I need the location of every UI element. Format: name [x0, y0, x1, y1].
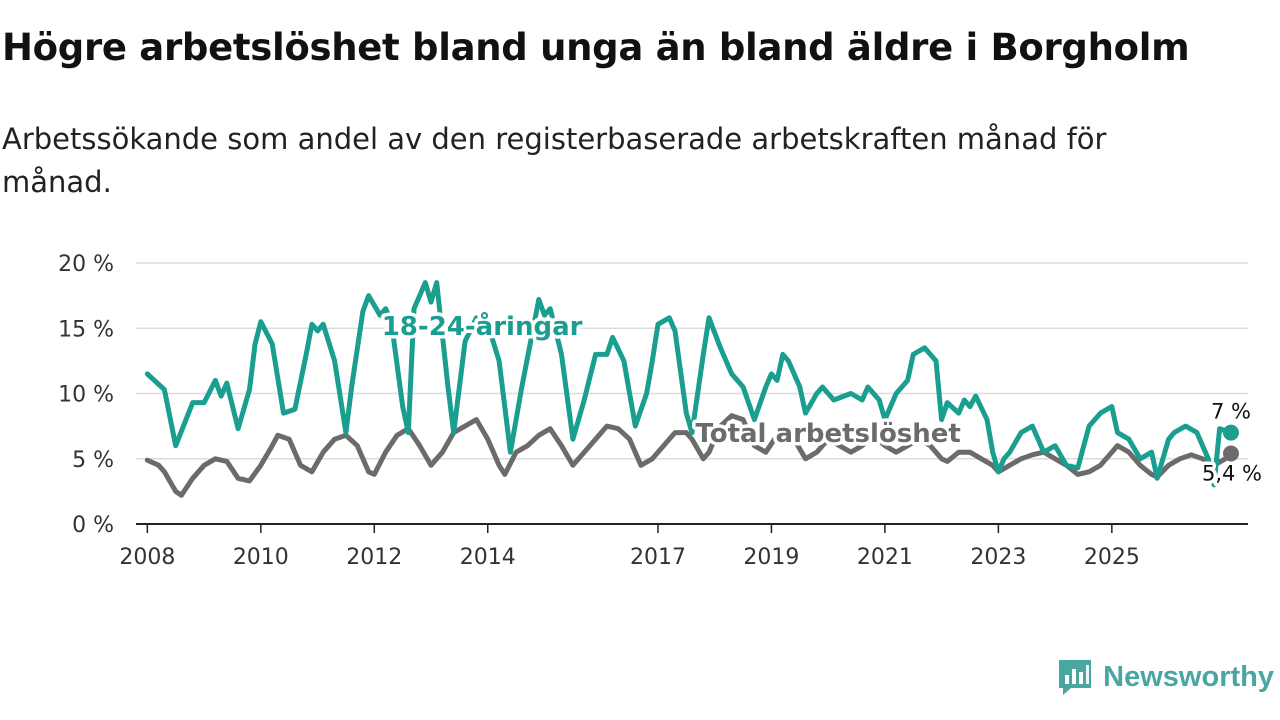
x-tick-label: 2019	[743, 545, 799, 570]
newsworthy-logo-icon	[1059, 660, 1092, 695]
x-tick-label: 2023	[970, 545, 1026, 570]
series-line-total	[144, 413, 1234, 498]
newsworthy-brand[interactable]: Newsworthy	[1057, 658, 1274, 696]
chart-subtitle: Arbetssökande som andel av den registerb…	[2, 122, 1107, 199]
y-tick-label: 15 %	[58, 317, 114, 342]
series-label-youth-halo: 18-24-åringar	[382, 310, 583, 342]
y-tick-label: 10 %	[58, 383, 114, 408]
series-label-total: Total arbetslöshet	[695, 419, 960, 449]
y-tick-label: 20 %	[58, 252, 114, 277]
chart-title: Högre arbetslöshet bland unga än bland ä…	[2, 26, 1190, 69]
x-axis: 2008 2010 2012 2014 2017 2019 2021 2023 2025	[119, 523, 1248, 570]
x-tick-label: 2025	[1084, 545, 1140, 570]
x-tick-label: 2014	[460, 545, 516, 570]
annotations: 7 %7 %5,4 %5,4 %18-24-åringar18-24-åring…	[378, 306, 1265, 489]
x-tick-label: 2010	[233, 545, 289, 570]
x-tick-label: 2008	[119, 545, 175, 570]
series-line-youth	[144, 280, 1234, 488]
brand-name: Newsworthy	[1103, 660, 1274, 693]
y-tick-label: 5 %	[72, 448, 114, 473]
y-tick-label: 0 %	[72, 513, 114, 538]
series-label-total-halo: Total arbetslöshet	[695, 419, 960, 449]
end-marker-total	[1222, 445, 1239, 462]
x-tick-label: 2017	[630, 545, 686, 570]
end-marker-youth	[1222, 424, 1239, 441]
series-label-youth: 18-24-åringar	[382, 310, 583, 342]
end-label-youth-halo: 7 %	[1211, 400, 1251, 424]
series	[144, 280, 1239, 498]
x-tick-label: 2012	[346, 545, 402, 570]
end-label-total: 5,4 %	[1202, 462, 1262, 486]
end-label-total-halo: 5,4 %	[1202, 462, 1262, 486]
x-tick-label: 2021	[857, 545, 913, 570]
y-axis: 0 % 5 % 10 % 15 % 20 %	[58, 252, 114, 538]
end-label-youth: 7 %	[1211, 400, 1251, 424]
